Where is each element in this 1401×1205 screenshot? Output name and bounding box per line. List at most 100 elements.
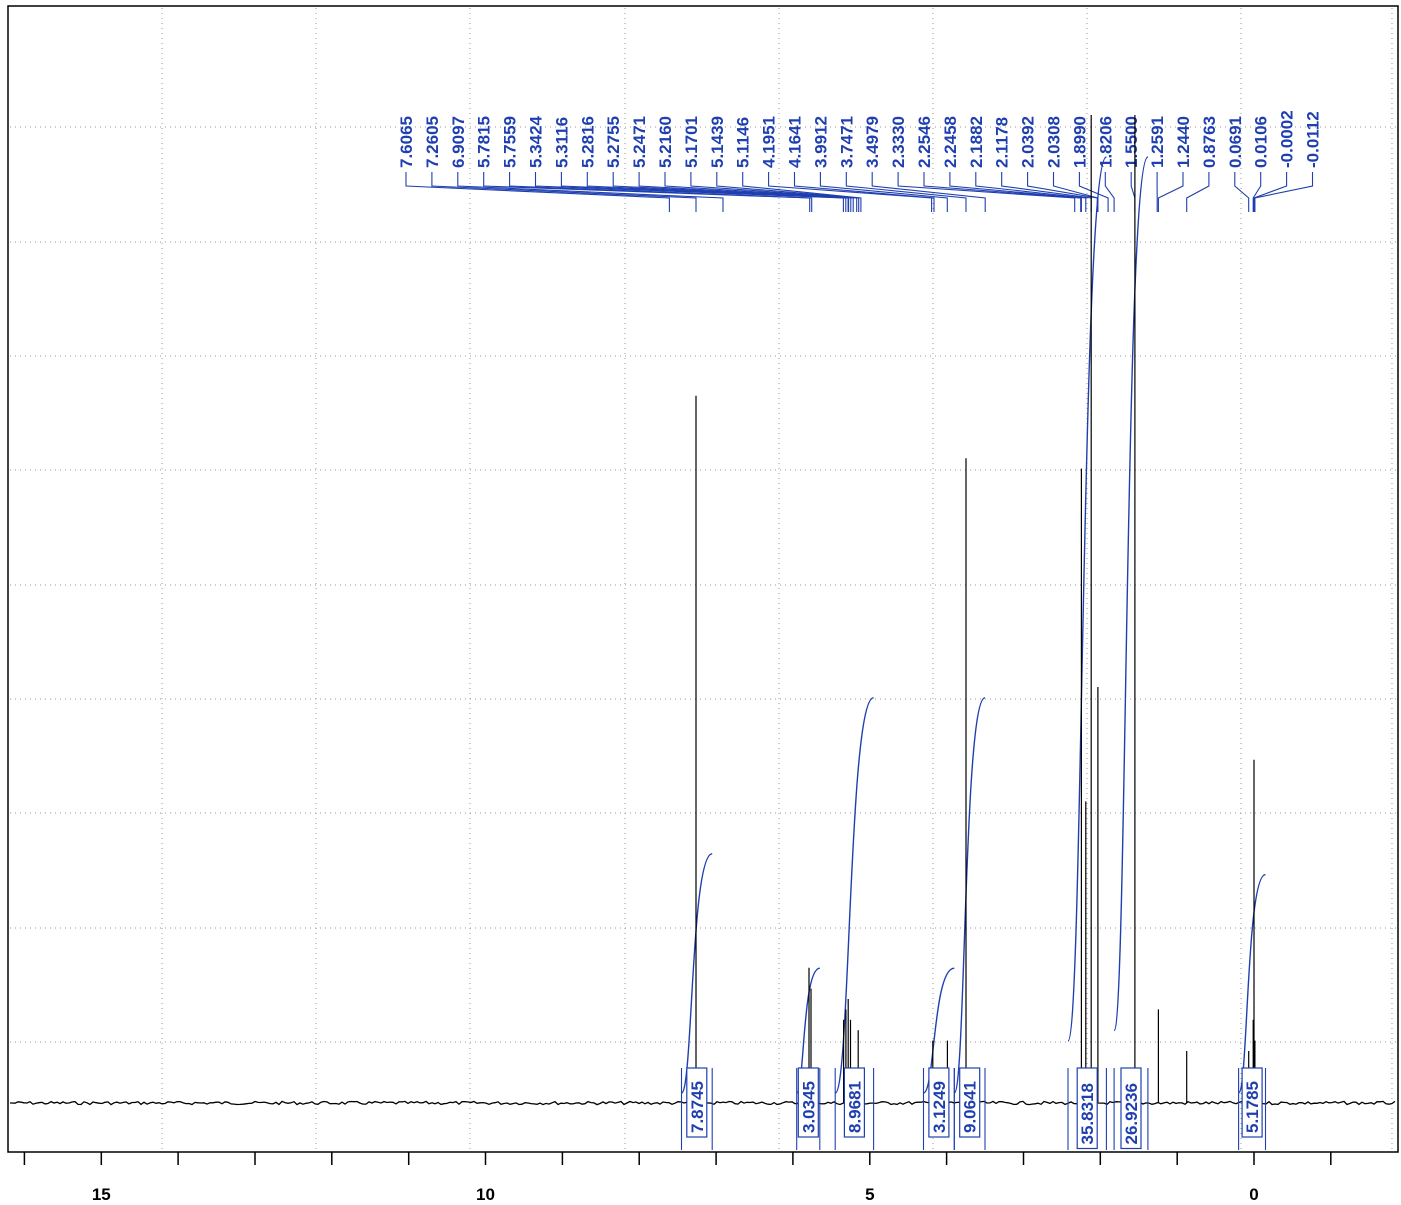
integral-box-4 <box>959 1067 981 1138</box>
shift-label-6: 5.3116 <box>552 117 571 168</box>
shift-label-16: 3.9912 <box>811 116 830 168</box>
shift-label-20: 2.2546 <box>915 116 934 168</box>
shift-label-4: 5.7559 <box>501 116 520 168</box>
grid-lines <box>10 8 1396 1150</box>
shift-label-35: -0.0112 <box>1304 111 1323 168</box>
x-tick-label-3: 0 <box>1249 1185 1258 1204</box>
integral-curve-7 <box>1237 873 1266 1094</box>
shift-connector-10 <box>664 172 854 212</box>
shift-label-23: 2.1178 <box>993 117 1012 168</box>
shift-label-26: 1.8990 <box>1070 116 1089 168</box>
shift-label-7: 5.2816 <box>578 116 597 168</box>
shift-connector-13 <box>742 172 862 212</box>
shift-connector-11 <box>690 172 858 212</box>
integral-curves <box>680 156 1266 1094</box>
shift-label-24: 2.0392 <box>1019 116 1038 168</box>
spectrum-peaks <box>695 115 1256 1103</box>
x-tick-label-2: 5 <box>865 1185 874 1204</box>
shift-connector-0 <box>405 172 670 212</box>
shift-label-21: 2.2458 <box>941 116 960 168</box>
integral-box-0 <box>686 1067 708 1138</box>
shift-label-34: -0.0002 <box>1278 110 1297 168</box>
shift-connector-22 <box>975 172 1087 212</box>
plot-frame <box>7 5 1399 1153</box>
integral-value-5: 35.8318 <box>1078 1083 1097 1144</box>
shift-connector-2 <box>457 172 724 212</box>
shift-connector-32 <box>1234 172 1250 212</box>
integral-value-4: 9.0641 <box>961 1081 980 1133</box>
integral-curve-4 <box>953 697 986 1094</box>
integral-box-5 <box>1076 1067 1098 1150</box>
shift-label-10: 5.2160 <box>656 116 675 168</box>
shift-connector-8 <box>612 172 850 212</box>
shift-connector-1 <box>431 172 697 212</box>
shift-connector-12 <box>716 172 860 212</box>
chemical-shift-connectors <box>405 172 1314 212</box>
shift-label-0: 7.6065 <box>397 116 416 168</box>
shift-label-18: 3.4979 <box>863 116 882 168</box>
shift-connector-9 <box>638 172 852 212</box>
shift-connector-15 <box>793 172 935 212</box>
shift-label-1: 7.2605 <box>423 116 442 168</box>
shift-label-15: 4.1641 <box>786 116 805 168</box>
shift-label-8: 5.2755 <box>604 116 623 168</box>
shift-connector-30 <box>1157 172 1184 212</box>
shift-connector-25 <box>1052 172 1099 212</box>
integral-curve-3 <box>922 967 955 1094</box>
x-axis: 15 10 5 0 <box>23 1152 1332 1204</box>
shift-label-31: 0.8763 <box>1200 116 1219 168</box>
shift-label-29: 1.2591 <box>1148 116 1167 168</box>
shift-connector-20 <box>923 172 1082 212</box>
integral-curve-5 <box>1067 156 1108 1042</box>
shift-connector-26 <box>1078 172 1109 212</box>
shift-label-32: 0.0691 <box>1226 116 1245 168</box>
shift-label-17: 3.7471 <box>837 116 856 168</box>
shift-connector-17 <box>845 172 967 212</box>
shift-connector-31 <box>1186 172 1210 212</box>
shift-label-14: 4.1951 <box>760 116 779 168</box>
integral-curve-0 <box>680 853 713 1094</box>
integral-box-6 <box>1120 1067 1142 1150</box>
shift-label-33: 0.0106 <box>1252 116 1271 168</box>
integral-value-6: 26.9236 <box>1122 1083 1141 1144</box>
shift-connector-19 <box>897 172 1076 212</box>
integral-box-3 <box>928 1067 950 1138</box>
integral-value-0: 7.8745 <box>688 1081 707 1133</box>
shift-connector-3 <box>483 172 811 212</box>
shift-connector-21 <box>949 172 1082 212</box>
chemical-shift-labels: 7.6065 7.2605 6.9097 5.7815 5.7559 5.3424 5.31… <box>397 110 1323 168</box>
integral-value-2: 8.9681 <box>845 1081 864 1133</box>
x-tick-label-1: 10 <box>476 1185 495 1204</box>
shift-label-11: 5.1701 <box>682 116 701 168</box>
shift-connector-34 <box>1253 172 1288 212</box>
shift-label-25: 2.0308 <box>1045 116 1064 168</box>
integral-box-1 <box>797 1067 819 1138</box>
shift-connector-33 <box>1252 172 1262 212</box>
shift-label-5: 5.3424 <box>527 115 546 168</box>
shift-connector-18 <box>871 172 986 212</box>
shift-connector-35 <box>1254 172 1314 212</box>
shift-label-13: 5.1146 <box>734 117 753 168</box>
shift-connector-6 <box>560 172 847 212</box>
x-tick-label-0: 15 <box>92 1185 111 1204</box>
shift-label-2: 6.9097 <box>449 116 468 168</box>
shift-label-28: 1.5500 <box>1122 116 1141 168</box>
shift-label-19: 2.3330 <box>889 116 908 168</box>
integral-curve-2 <box>834 697 875 1094</box>
integral-value-3: 3.1249 <box>930 1081 949 1133</box>
shift-label-12: 5.1439 <box>708 116 727 168</box>
shift-connector-4 <box>509 172 813 212</box>
shift-connector-5 <box>534 172 844 212</box>
integral-box-2 <box>843 1067 866 1138</box>
shift-connector-14 <box>768 172 933 212</box>
shift-label-27: 1.8206 <box>1096 116 1115 168</box>
integral-labels: 7.8745 3.0345 8.9681 3.1249 9.0641 35.8318 26.… <box>680 1067 1267 1150</box>
integral-box-7 <box>1241 1067 1263 1138</box>
shift-connector-27 <box>1104 172 1115 212</box>
shift-label-3: 5.7815 <box>475 116 494 168</box>
integral-curve-6 <box>1113 156 1149 1032</box>
shift-connector-16 <box>819 172 948 212</box>
shift-connector-7 <box>586 172 849 212</box>
shift-label-22: 2.1882 <box>967 116 986 168</box>
